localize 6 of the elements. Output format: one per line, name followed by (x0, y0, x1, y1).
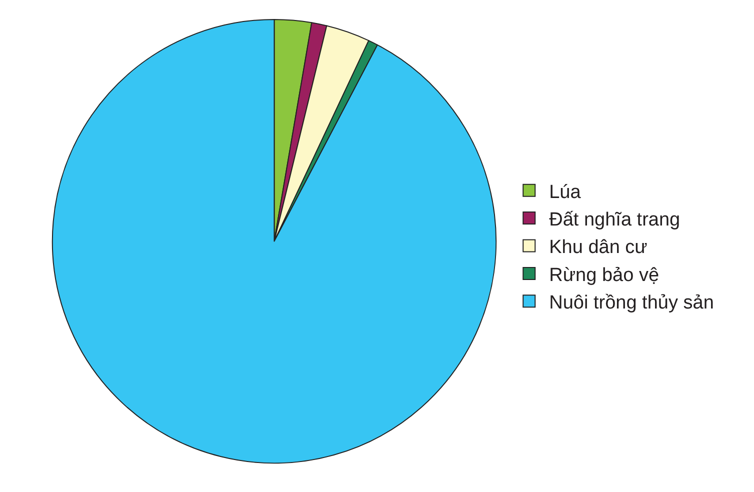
legend-label: Rừng bảo vệ (549, 264, 660, 286)
legend-label: Đất nghĩa trang (549, 209, 680, 230)
legend-label: Lúa (549, 182, 582, 203)
pie-slice (52, 18, 496, 464)
legend-label: Khu dân cư (549, 237, 648, 258)
legend-label: Nuôi trồng thủy sản (549, 292, 714, 314)
